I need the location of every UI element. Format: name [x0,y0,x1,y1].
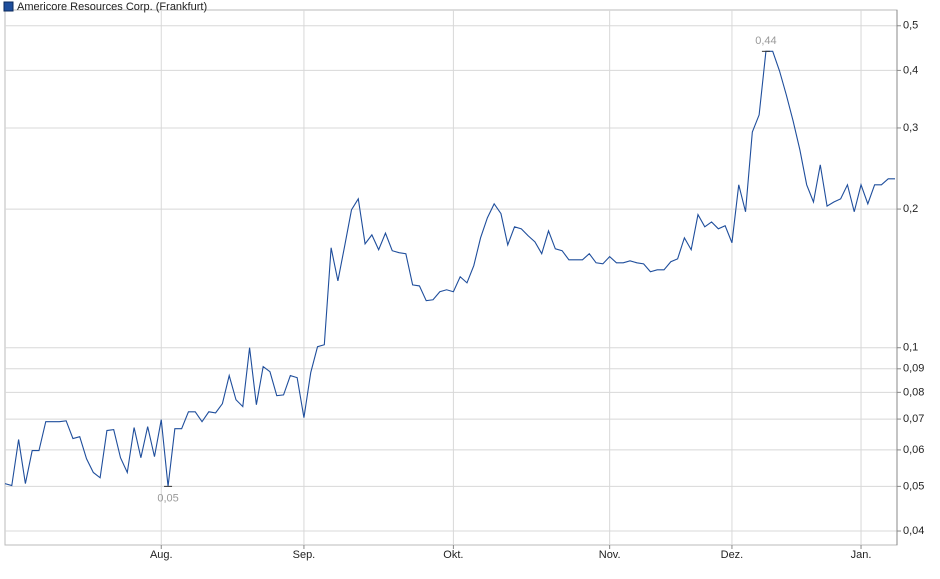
x-tick-label: Sep. [293,549,316,561]
y-tick-label: 0,07 [903,413,924,425]
y-tick-label: 0,09 [903,363,924,375]
y-tick-label: 0,4 [903,64,918,76]
legend-swatch [3,1,14,12]
y-tick-label: 0,2 [903,203,918,215]
value-label: 0,05 [157,492,178,504]
y-tick-label: 0,05 [903,480,924,492]
x-tick-label: Dez. [721,549,744,561]
x-tick-label: Aug. [150,549,173,561]
y-tick-label: 0,08 [903,386,924,398]
y-tick-label: 0,1 [903,342,918,354]
y-tick-label: 0,04 [903,525,924,537]
x-tick-label: Okt. [443,549,463,561]
y-tick-label: 0,5 [903,20,918,32]
plot-frame [4,9,898,546]
y-tick-label: 0,06 [903,444,924,456]
x-tick-label: Jan. [851,549,872,561]
x-tick-label: Nov. [599,549,621,561]
y-tick-label: 0,3 [903,122,918,134]
legend-label: Americore Resources Corp. (Frankfurt) [17,1,207,13]
price-line [4,50,895,487]
value-label: 0,44 [755,35,776,47]
